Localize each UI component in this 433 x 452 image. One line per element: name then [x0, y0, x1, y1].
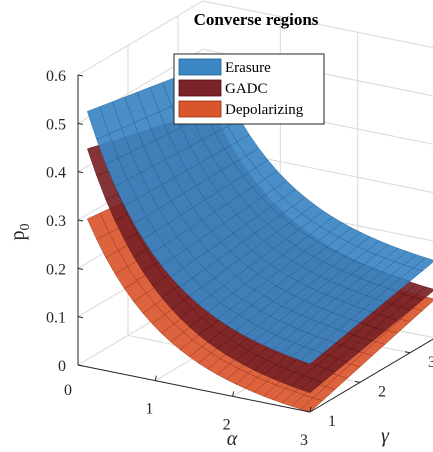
legend: Erasure GADC Depolarizing — [173, 53, 325, 125]
x-tick-mark — [154, 375, 157, 381]
x-tick-mark — [232, 391, 235, 397]
grid-line-z-back — [77, 0, 204, 76]
z-tick-label: 0.4 — [46, 165, 66, 182]
z-tick-label: 0.1 — [46, 310, 66, 327]
z-tick-mark — [77, 122, 84, 125]
z-tick-mark — [77, 171, 84, 174]
legend-swatch-gadc — [178, 79, 222, 97]
legend-label-erasure: Erasure — [225, 60, 271, 76]
grid-line-z-side — [202, 0, 433, 49]
y-tick-label: 2 — [378, 383, 386, 400]
z-tick-mark — [77, 316, 84, 319]
z-tick-mark — [77, 219, 84, 222]
x-tick-label: 1 — [145, 401, 153, 418]
z-axis-label: p — [7, 231, 29, 241]
svg-text:p0: p0 — [7, 224, 33, 241]
legend-label-gadc: GADC — [225, 81, 268, 97]
y-tick-label: 3 — [428, 354, 433, 371]
y-tick-label: 1 — [328, 413, 336, 430]
x-axis-label: α — [227, 428, 238, 450]
surface-patch — [300, 378, 323, 393]
y-axis-line — [309, 338, 433, 413]
surface-erasure — [87, 63, 433, 364]
x-tick-label: 2 — [223, 416, 231, 433]
legend-swatch-depolarizing — [178, 100, 222, 118]
y-tick-mark — [404, 351, 411, 354]
z-tick-label: 0.3 — [46, 213, 66, 230]
z-tick-label: 0.6 — [46, 68, 66, 85]
z-tick-label: 0.2 — [46, 261, 66, 278]
y-tick-mark — [304, 410, 311, 413]
x-tick-label-origin: 0 — [64, 382, 72, 399]
legend-label-depolarizing: Depolarizing — [225, 102, 304, 118]
z-tick-label: 0.5 — [46, 116, 66, 133]
z-tick-mark — [77, 267, 84, 270]
z-tick-mark — [77, 364, 84, 367]
x-axis-line — [77, 364, 311, 413]
x-tick-label: 3 — [300, 432, 308, 449]
y-tick-mark — [354, 380, 361, 383]
ticks: 0 0.1 0.2 0.3 0.4 0.5 0.6 0 1 2 3 1 2 3 — [46, 68, 433, 449]
chart-title: Converse regions — [194, 10, 319, 29]
z-tick-label: 0 — [58, 358, 66, 375]
surface-patch — [300, 349, 323, 364]
y-axis-label: γ — [381, 425, 390, 447]
z-axis-label-subscript: 0 — [18, 224, 33, 231]
z-tick-mark — [77, 74, 84, 77]
surfaces — [87, 63, 433, 413]
x-tick-mark — [309, 406, 312, 413]
legend-swatch-erasure — [178, 58, 222, 76]
z-axis-label-group: p0 — [7, 224, 33, 241]
